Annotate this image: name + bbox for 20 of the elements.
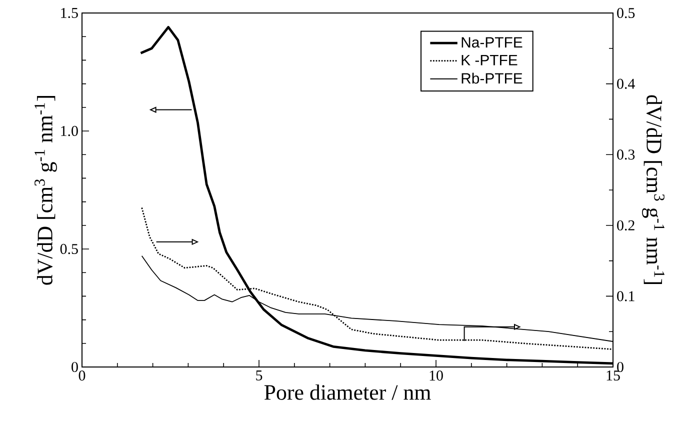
x-axis-title: Pore diameter / nm xyxy=(264,384,431,400)
legend-label: Na-PTFE xyxy=(462,37,522,48)
y-tick-label: 1.0 xyxy=(61,126,78,136)
y-tick-label: 0.5 xyxy=(60,244,78,254)
legend-label: K -PTFE xyxy=(462,54,518,66)
y-tick-label: 0 xyxy=(72,362,78,372)
y2-tick-label: 0.3 xyxy=(617,150,635,160)
y-tick-label: 1.5 xyxy=(61,8,78,18)
x-tick-label: 5 xyxy=(256,370,262,380)
legend-label: Rb-PTFE xyxy=(462,72,522,84)
x-tick-label: 0 xyxy=(78,370,86,381)
y2-tick-label: 0.2 xyxy=(617,220,634,230)
y-axis-title: dV/dD [cm$^{3}$ g$^{-1}$ nm$^{-1}$] xyxy=(34,96,57,285)
x-tick-label: 10 xyxy=(430,370,443,381)
y2-tick-label: 0 xyxy=(617,362,624,372)
y2-axis-title: dV/dD [cm$^{3}$ g$^{-1}$ nm$^{-1}$] xyxy=(642,95,664,284)
y2-tick-label: 0.5 xyxy=(617,8,635,18)
y2-tick-label: 0.1 xyxy=(617,291,634,302)
y2-tick-label: 0.4 xyxy=(617,78,635,89)
x-tick-label: 15 xyxy=(606,370,620,381)
